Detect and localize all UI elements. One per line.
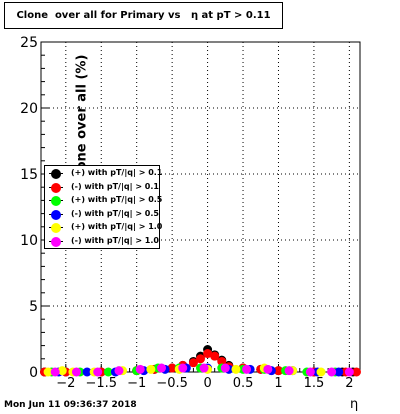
data-point bbox=[305, 367, 315, 377]
x-tick-label: −0.5 bbox=[156, 376, 188, 391]
legend-entry: (+) with pT/|q| > 0.5 bbox=[45, 195, 163, 207]
legend-marker-icon bbox=[51, 196, 61, 206]
data-point bbox=[71, 367, 81, 377]
data-point bbox=[344, 367, 354, 377]
legend-entry: (+) with pT/|q| > 0.1 bbox=[45, 168, 163, 180]
legend-entry: (-) with pT/|q| > 0.1 bbox=[45, 182, 159, 194]
data-point bbox=[284, 366, 294, 376]
data-point bbox=[188, 358, 198, 368]
footer-timestamp: Mon Jun 11 09:36:37 2018 bbox=[4, 400, 137, 410]
data-point bbox=[157, 363, 167, 373]
data-point bbox=[50, 367, 60, 377]
y-tick-label: 10 bbox=[20, 233, 38, 249]
x-axis-label: η bbox=[350, 397, 359, 412]
x-tick-label: 1.5 bbox=[304, 376, 325, 391]
data-point bbox=[135, 364, 145, 374]
data-point bbox=[93, 367, 103, 377]
data-point bbox=[146, 364, 156, 374]
y-tick-label: 15 bbox=[20, 167, 38, 183]
data-point bbox=[231, 364, 241, 374]
y-tick-label: 0 bbox=[29, 365, 38, 381]
legend-marker-icon bbox=[51, 236, 61, 247]
data-point bbox=[263, 364, 273, 374]
data-point bbox=[327, 367, 337, 377]
x-tick-label: 2 bbox=[345, 376, 353, 391]
x-tick-label: −1 bbox=[127, 376, 146, 391]
legend-label: (+) with pT/|q| > 0.5 bbox=[71, 195, 163, 204]
chart-title-box: Clone over all for Primary vs η at pT > … bbox=[4, 2, 283, 29]
legend-entry: (-) with pT/|q| > 0.5 bbox=[45, 209, 159, 221]
data-point bbox=[114, 366, 124, 376]
data-point bbox=[316, 367, 326, 377]
data-point bbox=[220, 363, 230, 373]
chart-title: Clone over all for Primary vs η at pT > … bbox=[16, 10, 271, 21]
data-point bbox=[178, 363, 188, 373]
data-point bbox=[199, 363, 209, 373]
legend-label: (+) with pT/|q| > 0.1 bbox=[71, 168, 163, 177]
y-tick-label: 20 bbox=[20, 101, 38, 117]
legend-marker-icon bbox=[51, 209, 61, 220]
legend-entry: (+) with pT/|q| > 1.0 bbox=[45, 222, 163, 234]
data-point bbox=[196, 354, 205, 364]
legend: (+) with pT/|q| > 0.1 (-) with pT/|q| > 0… bbox=[44, 165, 163, 249]
legend-marker-icon bbox=[51, 182, 61, 193]
x-tick-label: 0.5 bbox=[233, 376, 254, 391]
data-point bbox=[242, 364, 252, 374]
data-point bbox=[210, 351, 220, 361]
x-tick-label: 0 bbox=[203, 376, 211, 391]
legend-label: (-) with pT/|q| > 0.1 bbox=[71, 181, 159, 191]
y-tick-label: 5 bbox=[29, 299, 38, 315]
x-tick-label: 1 bbox=[274, 376, 282, 391]
y-tick-label: 25 bbox=[20, 35, 38, 51]
legend-label: (-) with pT/|q| > 0.5 bbox=[71, 208, 159, 218]
legend-marker-icon bbox=[51, 169, 61, 179]
legend-label: (+) with pT/|q| > 1.0 bbox=[71, 222, 163, 231]
legend-label: (-) with pT/|q| > 1.0 bbox=[71, 235, 159, 245]
x-tick-label: −1.5 bbox=[85, 376, 117, 391]
legend-marker-icon bbox=[51, 223, 61, 233]
legend-entry: (-) with pT/|q| > 1.0 bbox=[45, 236, 159, 248]
x-tick-label: −2 bbox=[56, 376, 75, 391]
